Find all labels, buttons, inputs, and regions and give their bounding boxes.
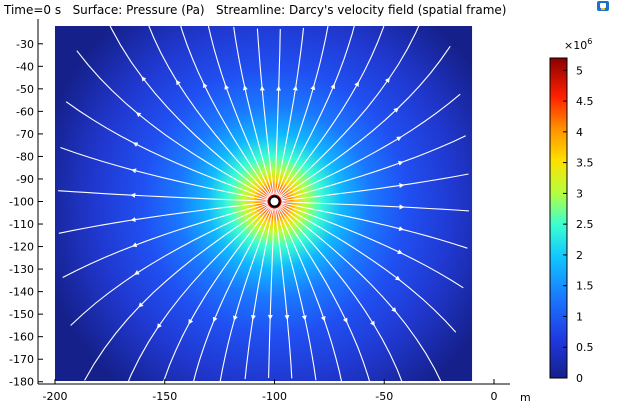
streamline: [219, 207, 273, 381]
streamline: [280, 203, 464, 289]
colorbar-tick-label: 5: [576, 64, 583, 77]
y-tick-label: -50: [16, 83, 34, 96]
streamline: [244, 208, 274, 380]
colorbar-multiplier: ×106: [564, 37, 592, 52]
y-tick-label: -40: [16, 60, 34, 73]
colorbar-tick-label: 2.5: [576, 218, 594, 231]
y-tick-label: -110: [9, 218, 34, 231]
y-tick-label: -150: [9, 308, 34, 321]
colorbar-tick-label: 0: [576, 372, 583, 385]
streamline: [233, 26, 274, 195]
streamline: [281, 135, 466, 201]
streamline: [280, 204, 457, 333]
streamlines: [58, 26, 470, 381]
streamline: [193, 207, 272, 381]
streamline: [277, 26, 355, 196]
y-tick-label: -100: [9, 196, 34, 209]
streamline: [278, 206, 403, 381]
y-tick-label: -90: [16, 173, 34, 186]
y-tick-label: -170: [9, 353, 34, 366]
streamline: [127, 205, 270, 381]
colorbar-tick-label: 1.5: [576, 280, 594, 293]
streamline: [281, 173, 469, 202]
colorbar-tick-label: 2: [576, 249, 583, 262]
streamline: [279, 45, 451, 199]
colorbar: ×106 5 4.5 4 3.5 3 2.5 2 1.5 1 0.5 0: [549, 37, 594, 385]
axes: -30 -40 -50 -60 -70 -80 -90 -100 -110 -120 -130 -14…: [9, 19, 531, 404]
streamline: [279, 26, 420, 198]
streamline: [277, 206, 371, 381]
plot-area: [55, 26, 473, 381]
y-tick-label: -60: [16, 105, 34, 118]
streamline: [274, 208, 293, 379]
y-tick-label: -130: [9, 263, 34, 276]
streamline: [279, 205, 442, 381]
y-tick-label: -30: [16, 38, 34, 51]
x-tick-label: -50: [375, 390, 393, 403]
x-tick-label: 0: [491, 390, 498, 403]
source-well: [268, 195, 281, 208]
colorbar-tick-label: 0.5: [576, 341, 594, 354]
colorbar-tick-label: 4.5: [576, 95, 594, 108]
streamline: [281, 202, 468, 249]
y-tick-label: -180: [9, 376, 34, 389]
streamline: [58, 201, 268, 234]
x-tick-label: -100: [262, 390, 287, 403]
streamline: [276, 207, 343, 381]
streamline: [76, 50, 269, 199]
y-tick-label: -140: [9, 286, 34, 299]
colorbar-scale: [549, 57, 568, 379]
streamline: [207, 26, 273, 196]
streamline: [58, 190, 268, 202]
streamline: [180, 26, 272, 197]
coordinate-system-icon[interactable]: [596, 0, 610, 12]
y-tick-label: -160: [9, 331, 34, 344]
x-axis-unit: m: [520, 391, 531, 404]
streamline: [275, 208, 317, 381]
streamline: [276, 26, 329, 196]
streamline: [256, 28, 275, 195]
streamline: [275, 27, 305, 195]
streamline: [278, 26, 385, 197]
streamline: [268, 208, 275, 379]
colorbar-tick-label: 3: [576, 187, 583, 200]
y-tick-label: -80: [16, 150, 34, 163]
y-tick-label: -120: [9, 241, 34, 254]
streamline: [60, 146, 268, 201]
x-tick-label: -150: [152, 390, 177, 403]
y-tick-label: -70: [16, 128, 34, 141]
pressure-surface: [55, 26, 473, 381]
plot-title: Time=0 s Surface: Pressure (Pa) Streamli…: [4, 3, 507, 17]
streamline: [84, 204, 270, 381]
streamline: [281, 201, 470, 212]
streamline: [148, 26, 271, 197]
streamline: [274, 28, 281, 195]
x-tick-label: -200: [43, 390, 68, 403]
streamline: [280, 93, 461, 200]
colorbar-ticks: 5 4.5 4 3.5 3 2.5 2 1.5 1 0.5 0: [563, 64, 594, 385]
streamline: [62, 202, 268, 278]
colorbar-tick-label: 3.5: [576, 157, 594, 170]
streamline: [163, 206, 271, 381]
streamline: [70, 203, 269, 326]
streamline: [65, 101, 269, 200]
streamline: [109, 26, 270, 198]
colorbar-tick-label: 4: [576, 126, 583, 139]
colorbar-tick-label: 1: [576, 310, 583, 323]
